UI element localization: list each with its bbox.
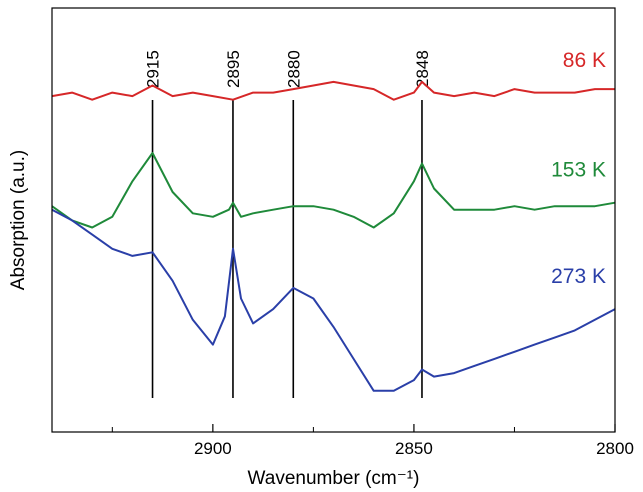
y-axis-title: Absorption (a.u.)	[8, 150, 29, 290]
x-axis-title: Wavenumber (cm⁻¹)	[248, 468, 420, 489]
series-layer	[51, 80, 616, 392]
series-label-86-k: 86 K	[563, 49, 606, 72]
x-tick-label-2900: 2900	[194, 439, 232, 458]
series-labels-layer: 86 K 153 K 273 K	[551, 49, 606, 288]
peak-label-2895: 2895	[224, 50, 243, 88]
peak-label-2915: 2915	[144, 50, 163, 88]
series-label-153-k: 153 K	[551, 159, 606, 182]
series-line-273-k	[51, 208, 616, 392]
peak-label-2880: 2880	[284, 50, 303, 88]
series-label-273-k: 273 K	[551, 265, 606, 288]
x-tick-label-2850: 2850	[395, 439, 433, 458]
peak-label-2848: 2848	[413, 50, 432, 88]
x-tick-label-2800: 2800	[596, 439, 634, 458]
series-line-86-k	[51, 80, 615, 101]
peak-lines-layer: 2915 2895 2880 2848	[144, 50, 432, 398]
plot-frame	[51, 7, 616, 433]
series-line-153-k	[51, 152, 616, 229]
x-ticks-layer: 2900 2850 2800	[111, 424, 634, 458]
